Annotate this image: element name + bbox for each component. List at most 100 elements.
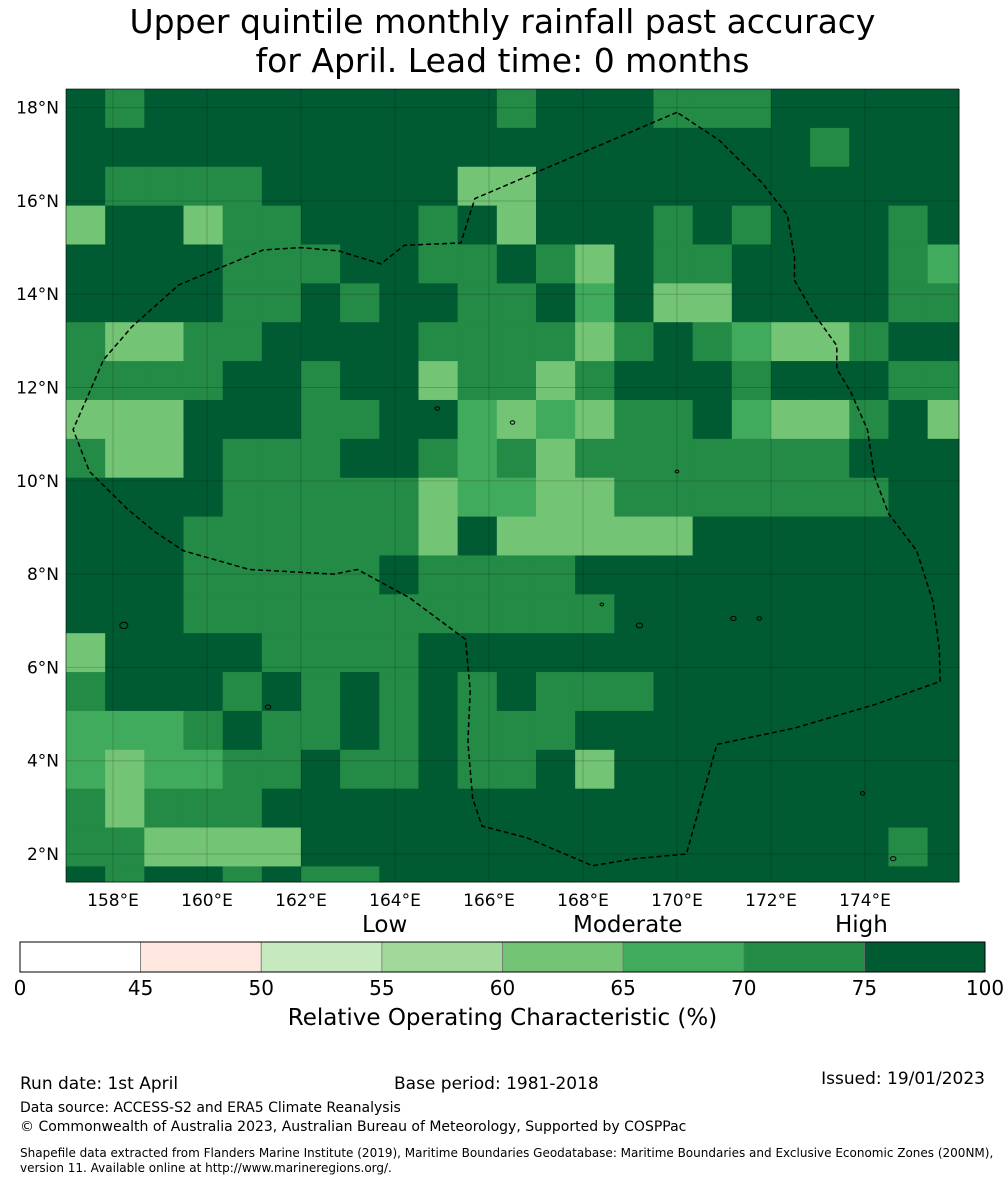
- roc-cell: [614, 438, 654, 479]
- roc-cell: [849, 361, 889, 401]
- roc-cell: [849, 594, 889, 634]
- colorbar-segment: [381, 941, 503, 973]
- roc-cell: [653, 594, 694, 634]
- roc-cell: [810, 127, 850, 168]
- roc-cell: [66, 322, 106, 362]
- category-high: High: [835, 912, 888, 938]
- roc-cell: [105, 399, 145, 440]
- roc-cell: [770, 633, 811, 673]
- roc-cell: [457, 516, 498, 556]
- colorbar-tick-label: 50: [248, 976, 274, 1000]
- roc-cell: [653, 127, 694, 168]
- roc-cell: [144, 89, 184, 129]
- roc-cell: [535, 827, 576, 867]
- roc-cell: [144, 866, 184, 883]
- graticule: [66, 89, 959, 882]
- roc-cell: [927, 477, 960, 518]
- roc-cell: [535, 477, 576, 518]
- roc-cell: [457, 127, 498, 168]
- roc-cell: [692, 749, 733, 790]
- roc-cell: [222, 361, 263, 401]
- roc-cell: [653, 516, 694, 556]
- roc-cell: [261, 672, 302, 712]
- roc-cell: [222, 555, 263, 595]
- colorbar-segment: [743, 941, 865, 973]
- roc-cell: [810, 788, 850, 829]
- island-outline: [509, 420, 516, 425]
- roc-cell: [888, 477, 929, 518]
- roc-cell: [575, 205, 615, 245]
- roc-cell: [731, 477, 772, 518]
- roc-cell: [575, 710, 615, 751]
- roc-cell: [379, 399, 419, 440]
- islands: [119, 406, 897, 862]
- roc-cell: [496, 477, 537, 518]
- roc-cell: [535, 322, 576, 362]
- map-frame: [65, 88, 960, 883]
- roc-cell: [457, 633, 498, 673]
- title-line-1: Upper quintile monthly rainfall past acc…: [129, 2, 876, 41]
- roc-cell: [418, 633, 459, 673]
- roc-cell: [261, 477, 302, 518]
- roc-cell: [261, 788, 302, 829]
- roc-cell: [457, 283, 498, 323]
- roc-cell: [379, 633, 419, 673]
- roc-cell: [300, 633, 341, 673]
- roc-cell: [261, 399, 302, 440]
- roc-cell: [496, 322, 537, 362]
- roc-cell: [379, 361, 419, 401]
- roc-cell: [144, 555, 184, 595]
- roc-cell: [457, 749, 498, 790]
- roc-cell: [418, 749, 459, 790]
- roc-cell: [300, 399, 341, 440]
- colorbar-tick-label: 0: [13, 976, 27, 1000]
- roc-cell: [535, 244, 576, 284]
- roc-cell: [614, 244, 654, 284]
- roc-cell: [614, 205, 654, 245]
- roc-cell: [66, 633, 106, 673]
- roc-cell: [222, 516, 263, 556]
- roc-cell: [731, 788, 772, 829]
- roc-cell: [888, 866, 929, 883]
- roc-cell: [575, 516, 615, 556]
- roc-cell: [496, 438, 537, 479]
- roc-cell: [379, 166, 419, 207]
- roc-cell: [261, 361, 302, 401]
- roc-cell: [614, 788, 654, 829]
- roc-cell: [770, 866, 811, 883]
- roc-cell: [535, 205, 576, 245]
- island-outline: [264, 704, 272, 710]
- roc-cell: [888, 749, 929, 790]
- run-date: Run date: 1st April: [20, 1074, 179, 1094]
- roc-cell: [457, 827, 498, 867]
- roc-cell: [731, 244, 772, 284]
- roc-cell: [105, 205, 145, 245]
- roc-cell: [222, 749, 263, 790]
- roc-cell: [183, 89, 224, 129]
- roc-cell: [261, 283, 302, 323]
- roc-cell: [731, 749, 772, 790]
- roc-cell: [183, 205, 224, 245]
- roc-cell: [300, 594, 341, 634]
- roc-cell: [300, 361, 341, 401]
- roc-cell: [183, 361, 224, 401]
- roc-cell: [575, 322, 615, 362]
- roc-cell: [379, 205, 419, 245]
- roc-cell: [418, 477, 459, 518]
- roc-cell: [300, 477, 341, 518]
- roc-cell: [144, 399, 184, 440]
- roc-cell: [300, 749, 341, 790]
- roc-cell: [849, 827, 889, 867]
- island-outline: [434, 406, 441, 411]
- roc-cell: [496, 205, 537, 245]
- roc-cell: [261, 166, 302, 207]
- colorbar-tick-label: 60: [489, 976, 516, 1000]
- roc-cell: [300, 322, 341, 362]
- roc-cell: [770, 672, 811, 712]
- roc-cell: [379, 866, 419, 883]
- roc-cell: [810, 166, 850, 207]
- roc-cell: [66, 827, 106, 867]
- roc-cell: [300, 283, 341, 323]
- roc-cell: [692, 633, 733, 673]
- roc-cell: [183, 788, 224, 829]
